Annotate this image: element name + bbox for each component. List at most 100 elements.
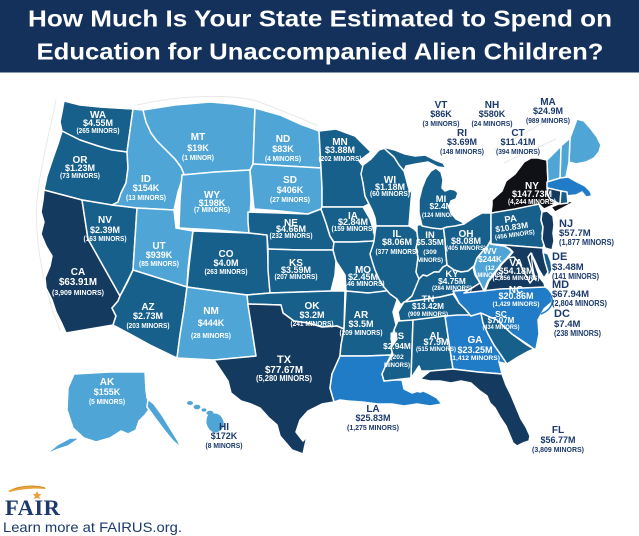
svg-text:$3.2M: $3.2M xyxy=(299,310,324,320)
svg-text:$939K: $939K xyxy=(146,250,173,260)
svg-text:CO: CO xyxy=(219,249,234,260)
svg-text:FL: FL xyxy=(552,425,564,436)
svg-text:(202 MINORS): (202 MINORS) xyxy=(319,154,363,163)
svg-text:$1.23M: $1.23M xyxy=(65,163,95,173)
svg-text:$2.45M: $2.45M xyxy=(348,272,378,282)
svg-text:(1,429 MINORS): (1,429 MINORS) xyxy=(493,301,540,308)
svg-text:NY: NY xyxy=(525,181,539,192)
svg-text:(284 MINORS): (284 MINORS) xyxy=(432,285,472,292)
svg-text:NC: NC xyxy=(509,285,523,296)
svg-text:TX: TX xyxy=(277,354,292,366)
svg-text:$198K: $198K xyxy=(199,198,226,208)
svg-text:$4.0M: $4.0M xyxy=(213,258,238,268)
svg-text:WV: WV xyxy=(483,246,497,256)
svg-text:DE: DE xyxy=(552,251,567,263)
svg-text:(73 MINORS): (73 MINORS) xyxy=(60,171,101,180)
svg-text:GA: GA xyxy=(468,335,483,346)
svg-text:$244K: $244K xyxy=(478,255,502,264)
svg-text:OR: OR xyxy=(73,155,89,166)
svg-text:$83K: $83K xyxy=(272,144,294,154)
svg-text:VA: VA xyxy=(509,258,522,269)
svg-text:IA: IA xyxy=(348,211,358,222)
svg-text:$7.9M: $7.9M xyxy=(423,337,448,347)
svg-text:(209 MINORS): (209 MINORS) xyxy=(340,328,384,337)
svg-text:$57.7M: $57.7M xyxy=(559,228,591,239)
svg-text:(85 MINORS): (85 MINORS) xyxy=(139,259,180,268)
svg-text:MN: MN xyxy=(332,137,348,148)
svg-text:(909 MINORS): (909 MINORS) xyxy=(408,311,448,318)
svg-text:ND: ND xyxy=(276,134,290,145)
svg-text:(1 MINOR): (1 MINOR) xyxy=(182,153,215,162)
svg-text:(405 MINORS): (405 MINORS) xyxy=(446,245,486,252)
svg-text:IN: IN xyxy=(425,230,435,241)
svg-text:(12: (12 xyxy=(485,265,495,272)
svg-text:AR: AR xyxy=(354,310,369,321)
svg-text:OH: OH xyxy=(459,229,474,240)
svg-text:(3,909 MINORS): (3,909 MINORS) xyxy=(52,288,104,297)
svg-text:FAIR: FAIR xyxy=(5,495,61,520)
svg-text:$2.39M: $2.39M xyxy=(90,225,120,235)
svg-text:KY: KY xyxy=(445,269,459,280)
svg-text:(1,275 MINORS): (1,275 MINORS) xyxy=(347,423,399,432)
svg-text:IL: IL xyxy=(393,229,402,240)
svg-text:(238 MINORS): (238 MINORS) xyxy=(554,329,601,338)
svg-text:$147.73M: $147.73M xyxy=(512,189,552,199)
svg-text:$19K: $19K xyxy=(187,143,209,153)
svg-text:(7 MINORS): (7 MINORS) xyxy=(194,205,231,214)
svg-text:(515 MINORS): (515 MINORS) xyxy=(416,346,456,353)
svg-text:$25.83M: $25.83M xyxy=(356,413,391,423)
svg-text:(124 MINORS): (124 MINORS) xyxy=(422,212,460,219)
svg-text:$2.84M: $2.84M xyxy=(338,217,368,227)
svg-text:(60 MINORS): (60 MINORS) xyxy=(370,189,411,198)
svg-text:(1,412 MINORS): (1,412 MINORS) xyxy=(450,355,500,362)
svg-text:HI: HI xyxy=(219,422,229,433)
svg-text:MINORS): MINORS) xyxy=(384,362,410,369)
svg-text:$406K: $406K xyxy=(277,185,304,195)
svg-text:AL: AL xyxy=(429,331,442,342)
svg-text:(5,280 MINORS): (5,280 MINORS) xyxy=(256,374,312,383)
svg-text:$20.86M: $20.86M xyxy=(499,291,534,301)
svg-text:(163 MINORS): (163 MINORS) xyxy=(84,234,128,243)
svg-text:PA: PA xyxy=(504,213,518,226)
svg-text:MO: MO xyxy=(355,265,371,276)
svg-text:(24 MINORS): (24 MINORS) xyxy=(472,119,513,128)
svg-text:(4,244 MINORS): (4,244 MINORS) xyxy=(508,199,556,206)
svg-text:$444K: $444K xyxy=(198,318,225,328)
svg-text:(28 MINORS): (28 MINORS) xyxy=(191,331,232,340)
svg-text:$77.67M: $77.67M xyxy=(265,365,303,376)
svg-text:TN: TN xyxy=(422,294,435,305)
svg-text:$2.73M: $2.73M xyxy=(133,311,163,321)
svg-text:UT: UT xyxy=(152,241,165,252)
svg-text:VT: VT xyxy=(435,100,448,111)
svg-text:(2,856 MINORS): (2,856 MINORS) xyxy=(493,275,540,282)
svg-text:(141 MINORS): (141 MINORS) xyxy=(552,272,599,281)
svg-text:$11.41M: $11.41M xyxy=(501,137,536,147)
svg-text:MS: MS xyxy=(390,331,404,342)
svg-text:NV: NV xyxy=(98,215,112,226)
svg-text:$4.66M: $4.66M xyxy=(276,224,306,234)
svg-text:AZ: AZ xyxy=(141,302,154,313)
svg-text:$24.9M: $24.9M xyxy=(533,106,563,116)
svg-text:(159 MINORS): (159 MINORS) xyxy=(332,224,376,233)
svg-text:(1,877 MINORS): (1,877 MINORS) xyxy=(559,238,614,247)
svg-text:MD: MD xyxy=(552,279,569,291)
svg-text:NH: NH xyxy=(485,100,499,111)
svg-text:NE: NE xyxy=(284,218,298,229)
svg-text:(27 MINORS): (27 MINORS) xyxy=(270,195,311,204)
svg-text:(207 MINORS): (207 MINORS) xyxy=(275,272,319,281)
svg-text:OK: OK xyxy=(305,301,321,312)
svg-text:$56.77M: $56.77M xyxy=(541,435,576,445)
svg-text:(146 MINORS): (146 MINORS) xyxy=(342,279,386,288)
svg-text:Education for Unaccompanied Al: Education for Unaccompanied Alien Childr… xyxy=(37,39,604,65)
svg-text:$3.48M: $3.48M xyxy=(552,262,584,273)
svg-text:(202: (202 xyxy=(390,354,404,361)
svg-text:$67.94M: $67.94M xyxy=(552,289,589,300)
svg-text:$172K: $172K xyxy=(211,431,238,441)
svg-text:$2.4M: $2.4M xyxy=(429,201,452,211)
svg-text:$13.42M: $13.42M xyxy=(412,301,444,311)
svg-text:(3,809 MINORS): (3,809 MINORS) xyxy=(532,445,584,454)
svg-text:(263 MINORS): (263 MINORS) xyxy=(205,267,249,276)
svg-text:(394 MINORS): (394 MINORS) xyxy=(496,147,540,156)
svg-text:(232 MINORS): (232 MINORS) xyxy=(270,231,314,240)
svg-text:$4.75M: $4.75M xyxy=(438,276,466,286)
